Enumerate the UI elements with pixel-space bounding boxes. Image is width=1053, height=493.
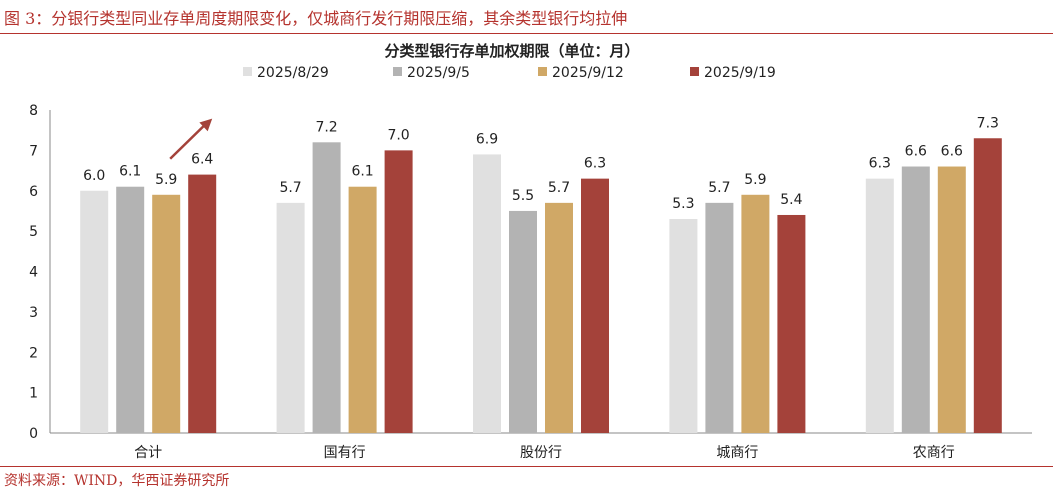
y-tick-label: 4 [29,265,38,281]
bar [348,186,377,433]
category-label: 农商行 [913,445,955,461]
bar [312,142,341,434]
bar [384,150,413,433]
bar [188,174,217,433]
legend-label: 2025/9/12 [552,65,624,81]
bar [545,202,573,433]
data-label: 5.9 [155,172,177,188]
bar [152,194,181,433]
data-label: 6.9 [476,131,498,147]
source-rule [0,466,1053,467]
bar [973,138,1002,433]
data-label: 5.3 [672,196,694,212]
bar [669,219,698,433]
data-label: 6.0 [83,168,105,184]
data-label: 6.6 [941,144,963,160]
category-label: 合计 [134,445,162,461]
category-label: 城商行 [716,445,758,461]
bar [705,202,734,433]
y-tick-label: 1 [29,386,38,402]
data-label: 6.1 [119,164,141,180]
trend-arrow-shaft [169,121,209,160]
legend-label: 2025/9/19 [704,65,776,81]
trend-arrow-head [199,118,213,132]
y-tick-label: 3 [29,305,38,321]
bar [937,166,966,433]
data-label: 6.4 [191,152,213,168]
data-label: 7.3 [977,115,999,131]
data-label: 6.3 [869,156,891,172]
chart-annotation [169,118,213,160]
y-tick-label: 8 [29,103,38,119]
legend-swatch [538,67,547,76]
legend-label: 2025/8/29 [257,65,329,81]
bar [777,214,806,433]
bar-chart: 分类型银行存单加权期限（单位：月） 2025/8/29 2025/9/5 2025/… [29,42,1032,461]
data-label: 6.3 [584,156,606,172]
category-label: 国有行 [324,445,366,461]
bar [865,178,894,433]
data-label: 7.0 [387,127,409,143]
bar [741,194,770,433]
data-label: 5.7 [708,180,730,196]
category-label: 股份行 [520,445,562,461]
data-label: 5.7 [279,180,301,196]
bar [473,154,501,433]
y-tick-label: 7 [29,143,38,159]
data-label: 6.1 [351,164,373,180]
bar [276,202,305,433]
chart-legend: 2025/8/29 2025/9/5 2025/9/12 2025/9/19 [243,65,776,81]
y-tick-label: 6 [29,184,38,200]
bar [116,186,145,433]
data-label: 7.2 [315,119,337,135]
data-label: 5.7 [548,180,570,196]
y-tick-label: 2 [29,345,38,361]
chart-bars: 6.0 6.1 5.9 6.4 5.7 7.2 6.1 7.0 6.9 5.5 5.7 6.3 5.3 5… [80,115,1002,434]
y-tick-label: 0 [29,426,38,442]
data-label: 5.4 [780,192,802,208]
data-label: 5.9 [744,172,766,188]
data-label: 5.5 [512,188,534,204]
data-label: 6.6 [905,144,927,160]
bar [80,190,109,433]
source-note: 资料来源：WIND，华西证券研究所 [4,473,230,489]
legend-label: 2025/9/5 [407,65,470,81]
title-rule [0,33,1053,34]
bar [509,210,537,433]
bar [901,166,930,433]
legend-swatch [243,67,252,76]
y-tick-label: 5 [29,224,38,240]
figure-title: 图 3：分银行类型同业存单周度期限变化，仅城商行发行期限压缩，其余类型银行均拉伸 [4,9,628,28]
chart-title: 分类型银行存单加权期限（单位：月） [384,42,639,60]
legend-swatch [393,67,402,76]
legend-swatch [690,67,699,76]
bar [581,178,609,433]
